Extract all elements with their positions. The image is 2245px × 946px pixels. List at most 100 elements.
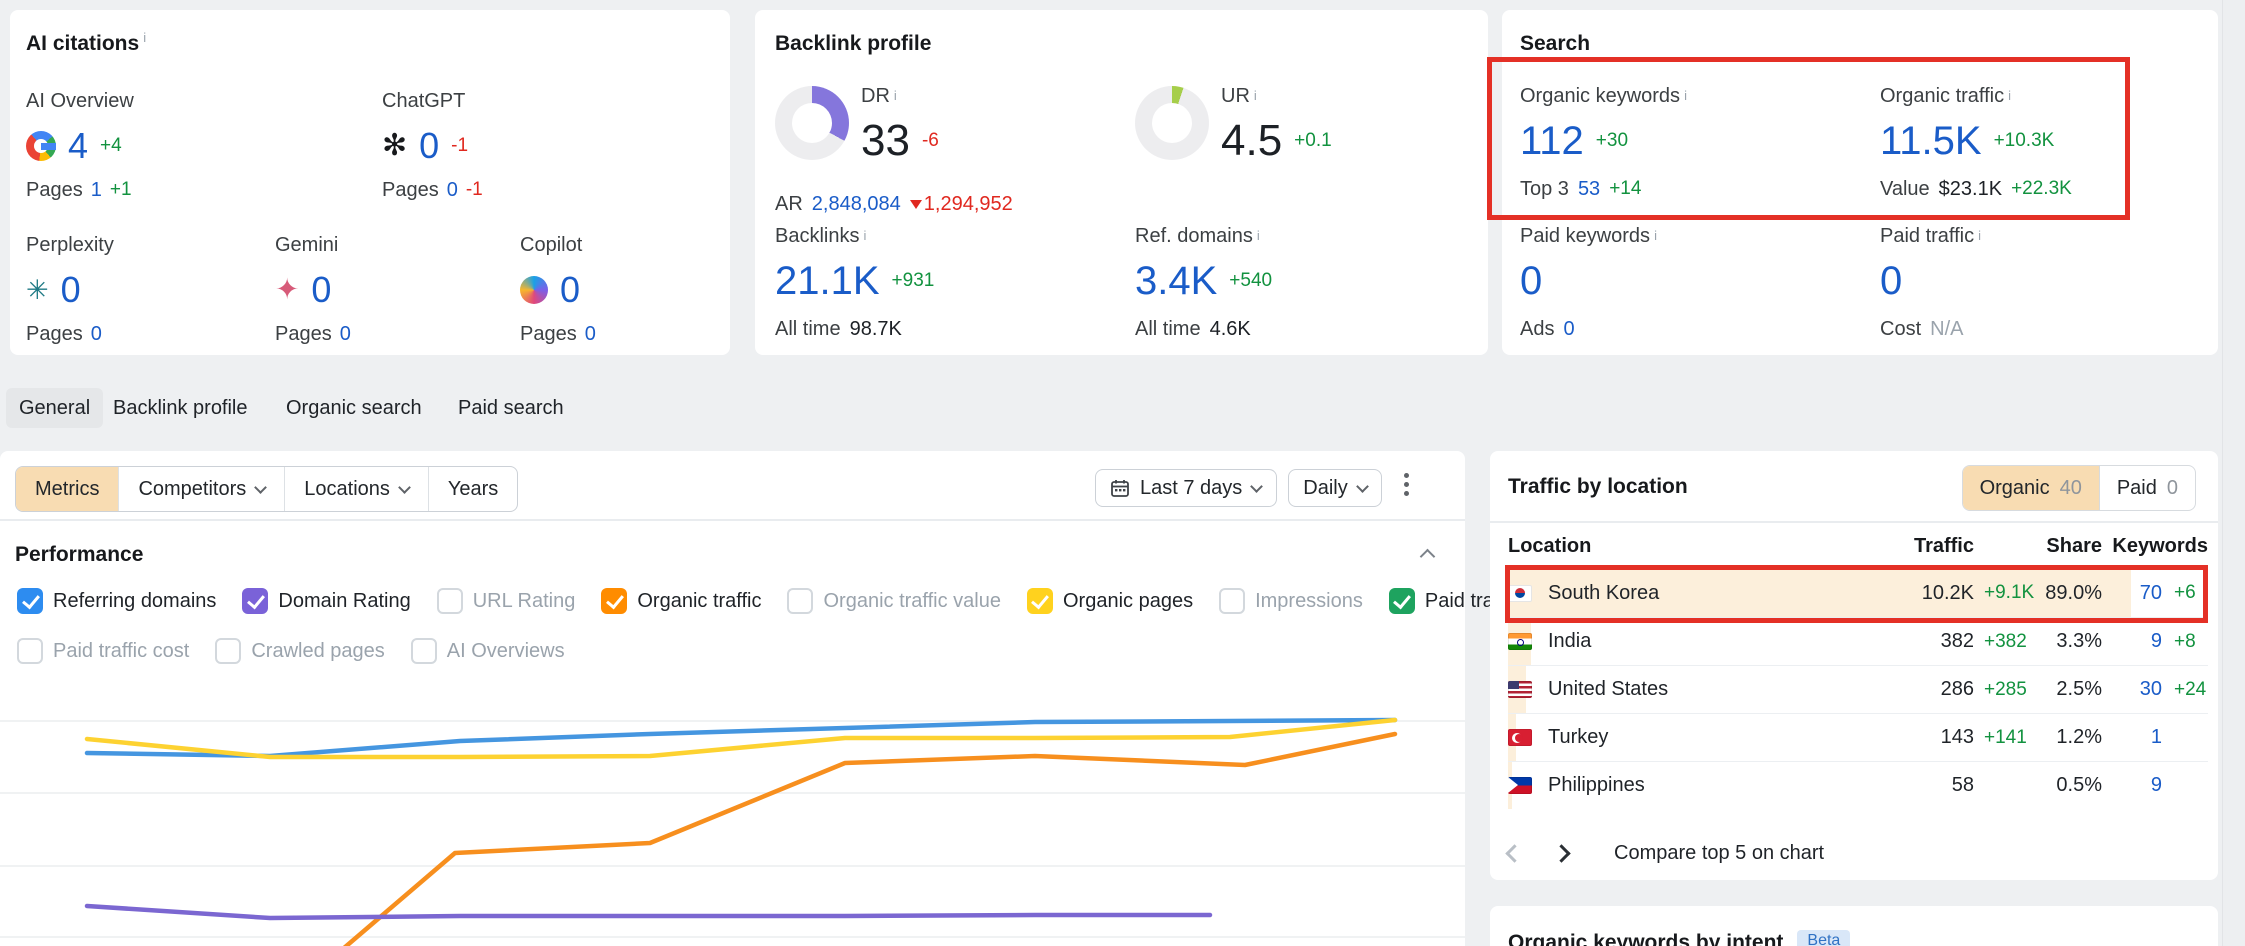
metric-checkbox-row-1: Referring domains Domain Rating URL Rati…: [17, 588, 1519, 614]
citations-count[interactable]: 0: [311, 269, 332, 310]
previous-page-button[interactable]: [1505, 843, 1524, 863]
divider: [0, 519, 1465, 521]
turkey-flag-icon: [1508, 729, 1532, 747]
pages-count[interactable]: 1: [90, 179, 102, 201]
next-page-button[interactable]: [1552, 843, 1571, 863]
traffic-by-location-title: Traffic by location: [1508, 475, 1688, 498]
ref-domains-value[interactable]: 3.4K: [1135, 258, 1218, 303]
info-icon[interactable]: i: [143, 30, 147, 45]
checkbox-crawled-pages[interactable]: Crawled pages: [215, 638, 385, 664]
performance-card: Metrics Competitors Locations Years Last…: [0, 451, 1519, 946]
location-name: South Korea: [1548, 581, 1660, 604]
checkbox-organic-pages[interactable]: Organic pages: [1026, 588, 1193, 614]
performance-line-chart[interactable]: [0, 650, 1465, 946]
share-value: 2.5%: [2056, 678, 2102, 700]
organic-traffic-value[interactable]: 11.5K: [1880, 118, 1982, 163]
search-card: Search Organic keywords i 112 +30 Top 3 53 +…: [1502, 10, 2218, 355]
ur-label: UR i: [1221, 85, 1257, 107]
pages-count[interactable]: 0: [90, 323, 102, 345]
column-share[interactable]: Share: [2046, 534, 2102, 557]
ads-value[interactable]: 0: [1563, 318, 1575, 340]
competitors-filter-button[interactable]: Competitors: [118, 467, 284, 511]
location-table-header: Location Traffic Share Keywords: [1508, 530, 2208, 562]
keywords-value[interactable]: 1: [2150, 726, 2162, 748]
provider-ai-overview: AI Overview 4 +4 Pages 1 +1: [26, 90, 134, 201]
keywords-by-intent-title: Organic keywords by intent Beta: [1508, 930, 1851, 946]
checkbox-paid-traffic-cost[interactable]: Paid traffic cost: [17, 638, 189, 664]
locations-filter-button[interactable]: Locations: [284, 467, 428, 511]
provider-copilot: Copilot 0 Pages 0: [520, 234, 596, 345]
tab-organic-search[interactable]: Organic search: [286, 397, 422, 419]
ur-value: 4.5: [1221, 116, 1283, 165]
top3-value[interactable]: 53: [1577, 178, 1601, 200]
citations-delta: +4: [100, 135, 122, 156]
keywords-value[interactable]: 9: [2150, 774, 2162, 796]
citations-count[interactable]: 0: [419, 125, 440, 166]
keywords-value[interactable]: 30: [2139, 678, 2162, 700]
ar-value[interactable]: 2,848,084: [811, 193, 901, 215]
column-keywords[interactable]: Keywords: [2112, 534, 2208, 557]
paid-keywords-value[interactable]: 0: [1520, 258, 1543, 303]
location-pager: Compare top 5 on chart: [1505, 831, 1825, 875]
checkbox-organic-traffic[interactable]: Organic traffic: [601, 588, 761, 614]
chevron-down-icon: [398, 480, 411, 494]
checkbox-referring-domains[interactable]: Referring domains: [17, 588, 216, 614]
page-scrollbar[interactable]: [2222, 0, 2245, 946]
organic-keywords-metric: Organic keywords i 112 +30 Top 3 53 +14: [1520, 85, 1687, 200]
more-options-button[interactable]: [1404, 473, 1409, 496]
citations-count[interactable]: 0: [60, 269, 81, 310]
granularity-button[interactable]: Daily: [1288, 469, 1382, 507]
collapse-section-button[interactable]: [1419, 548, 1436, 565]
toggle-organic[interactable]: Organic 40: [1962, 466, 2099, 510]
ref-domains-metric: Ref. domains i 3.4K +540 All time 4.6K: [1135, 225, 1273, 340]
pages-count[interactable]: 0: [446, 179, 458, 201]
backlinks-value[interactable]: 21.1K: [775, 258, 880, 303]
table-row-south-korea[interactable]: South Korea 10.2K +9.1K 89.0% 70 +6: [1508, 569, 2208, 617]
citations-count[interactable]: 4: [68, 125, 89, 166]
pages-count[interactable]: 0: [584, 323, 596, 345]
google-icon: [26, 131, 56, 161]
toggle-paid[interactable]: Paid 0: [2098, 466, 2195, 510]
pages-count[interactable]: 0: [339, 323, 351, 345]
table-row-philippines[interactable]: Philippines 58 0.5% 9: [1508, 761, 2208, 809]
checkbox-organic-traffic-value[interactable]: Organic traffic value: [787, 588, 1001, 614]
location-name: Turkey: [1548, 726, 1609, 748]
dr-label: DR i: [861, 85, 897, 107]
chart-line-domain-rating: [84, 903, 1213, 921]
traffic-value: 286: [1940, 678, 1974, 700]
compare-top5-button[interactable]: Compare top 5 on chart: [1614, 841, 1825, 864]
metrics-filter-button[interactable]: Metrics: [16, 467, 119, 511]
checkbox-impressions[interactable]: Impressions: [1219, 588, 1363, 614]
years-filter-button[interactable]: Years: [427, 467, 517, 511]
tab-backlink-profile[interactable]: Backlink profile: [113, 397, 248, 419]
tab-paid-search[interactable]: Paid search: [458, 397, 564, 419]
calendar-icon: [1111, 480, 1129, 497]
paid-traffic-metric: Paid traffic i 0 Cost N/A: [1880, 225, 1982, 340]
checkbox-ai-overviews[interactable]: AI Overviews: [410, 638, 565, 664]
traffic-value: 382: [1940, 630, 1974, 652]
date-range-button[interactable]: Last 7 days: [1095, 469, 1277, 507]
chevron-down-icon: [254, 480, 268, 494]
keywords-by-intent-card: Organic keywords by intent Beta: [1490, 906, 2218, 946]
table-row-united-states[interactable]: United States 286 +285 2.5% 30 +24: [1508, 665, 2208, 713]
india-flag-icon: [1508, 633, 1532, 651]
checkbox-domain-rating[interactable]: Domain Rating: [242, 588, 411, 614]
share-value: 3.3%: [2056, 630, 2102, 652]
checkbox-url-rating[interactable]: URL Rating: [436, 588, 575, 614]
table-row-india[interactable]: India 382 +382 3.3% 9 +8: [1508, 617, 2208, 665]
chart-line-organic-pages: [84, 717, 1398, 760]
column-location[interactable]: Location: [1508, 534, 1592, 557]
column-traffic[interactable]: Traffic: [1913, 534, 1974, 557]
ai-citations-title: AI citations i: [26, 30, 147, 55]
organic-keywords-value[interactable]: 112: [1520, 118, 1584, 163]
organic-paid-toggle: Organic 40 Paid 0: [1961, 465, 2196, 511]
tab-general[interactable]: General: [6, 388, 104, 428]
keywords-value[interactable]: 9: [2150, 630, 2162, 652]
south-korea-flag-icon: [1508, 584, 1532, 602]
copilot-icon: [520, 276, 548, 304]
table-row-turkey[interactable]: Turkey 143 +141 1.2% 1: [1508, 713, 2208, 761]
location-table: South Korea 10.2K +9.1K 89.0% 70 +6 Indi…: [1508, 569, 2208, 809]
paid-traffic-value[interactable]: 0: [1880, 258, 1903, 303]
keywords-value[interactable]: 70: [2139, 581, 2162, 604]
citations-count[interactable]: 0: [560, 269, 581, 310]
